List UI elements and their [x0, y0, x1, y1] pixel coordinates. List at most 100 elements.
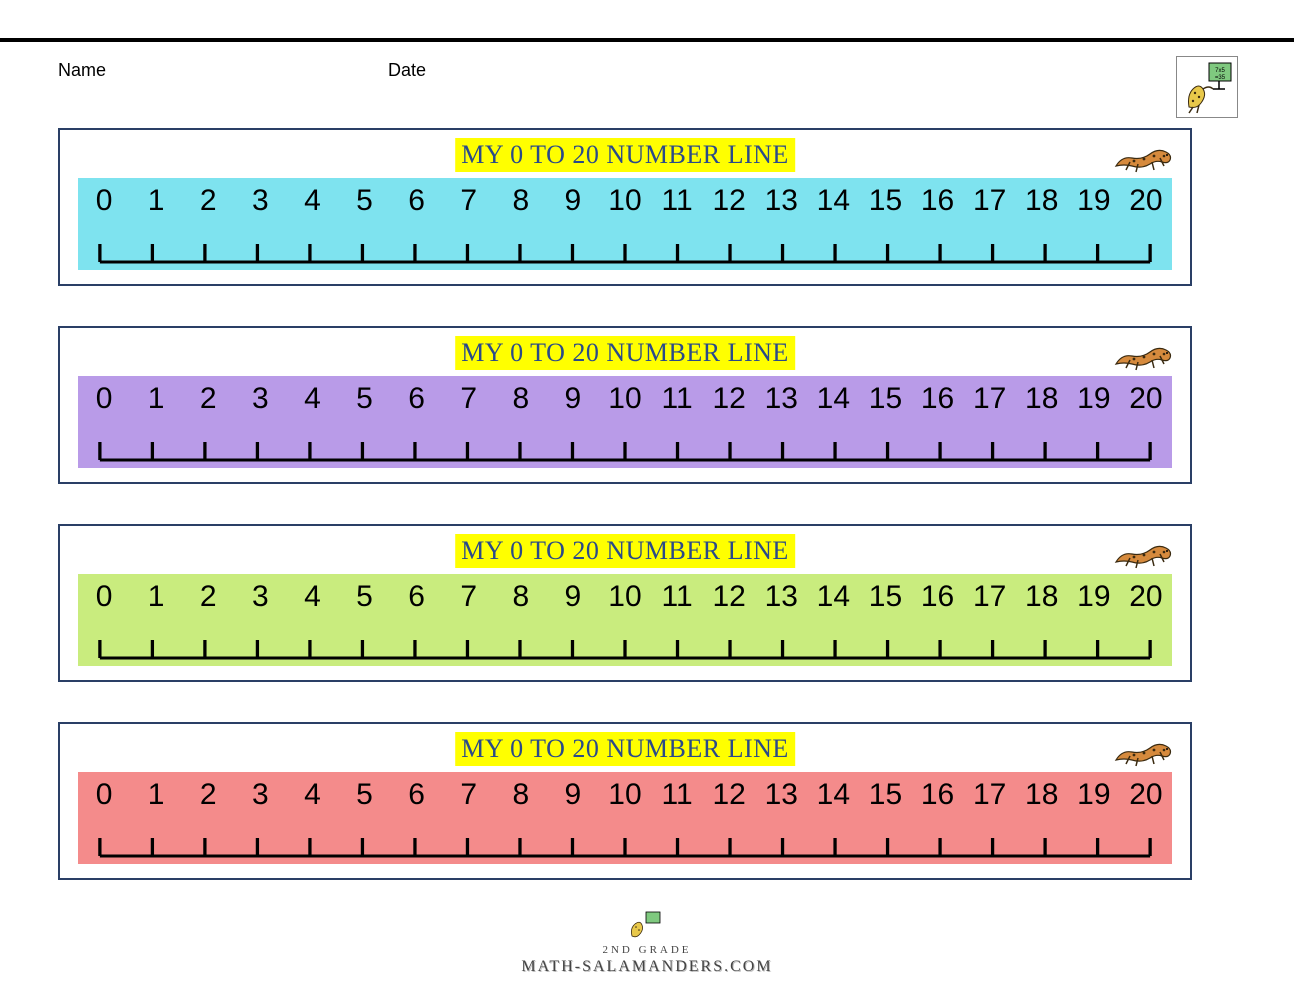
number-label: 15 [859, 376, 911, 414]
panel-title: MY 0 TO 20 NUMBER LINE [455, 138, 795, 172]
number-label: 7 [443, 178, 495, 216]
panel-title: MY 0 TO 20 NUMBER LINE [455, 732, 795, 766]
number-strip: 01234567891011121314151617181920 [78, 376, 1172, 468]
number-label: 18 [1016, 772, 1068, 810]
number-label: 8 [495, 178, 547, 216]
salamander-icon [1112, 532, 1176, 572]
number-label: 5 [338, 178, 390, 216]
number-line-panel: MY 0 TO 20 NUMBER LINE 01234567891011121… [58, 524, 1192, 682]
ruler [78, 818, 1172, 858]
number-label: 9 [547, 178, 599, 216]
number-label: 6 [391, 376, 443, 414]
number-label: 5 [338, 574, 390, 612]
number-label: 19 [1068, 772, 1120, 810]
number-label: 20 [1120, 772, 1172, 810]
number-strip: 01234567891011121314151617181920 [78, 178, 1172, 270]
number-label: 11 [651, 772, 703, 810]
number-label: 12 [703, 178, 755, 216]
number-label: 18 [1016, 178, 1068, 216]
salamander-icon [1112, 136, 1176, 176]
number-line-panel: MY 0 TO 20 NUMBER LINE 01234567891011121… [58, 128, 1192, 286]
number-label: 14 [807, 376, 859, 414]
number-label: 17 [964, 376, 1016, 414]
number-label: 14 [807, 772, 859, 810]
number-label: 1 [130, 574, 182, 612]
footer-line2: MATH-SALAMANDERS.COM [521, 958, 772, 975]
number-label: 11 [651, 178, 703, 216]
number-label: 15 [859, 178, 911, 216]
number-strip: 01234567891011121314151617181920 [78, 772, 1172, 864]
number-label: 0 [78, 178, 130, 216]
number-label: 17 [964, 574, 1016, 612]
number-label: 11 [651, 376, 703, 414]
number-label: 6 [391, 574, 443, 612]
number-label: 9 [547, 574, 599, 612]
number-label: 5 [338, 772, 390, 810]
date-label: Date [388, 60, 426, 81]
number-label: 1 [130, 178, 182, 216]
number-label: 17 [964, 178, 1016, 216]
footer-line1: 2ND GRADE [0, 944, 1294, 956]
number-label: 10 [599, 178, 651, 216]
number-label: 18 [1016, 376, 1068, 414]
number-label: 7 [443, 772, 495, 810]
number-label: 10 [599, 772, 651, 810]
number-label: 19 [1068, 178, 1120, 216]
number-strip: 01234567891011121314151617181920 [78, 574, 1172, 666]
footer: 2ND GRADE MATH-SALAMANDERS.COM [0, 910, 1294, 976]
number-label: 12 [703, 574, 755, 612]
number-label: 20 [1120, 178, 1172, 216]
number-label: 19 [1068, 574, 1120, 612]
number-line-panel: MY 0 TO 20 NUMBER LINE 01234567891011121… [58, 722, 1192, 880]
number-label: 4 [286, 178, 338, 216]
salamander-icon [1112, 730, 1176, 770]
number-label: 16 [912, 376, 964, 414]
number-label: 10 [599, 376, 651, 414]
logo-box: 7x5 =35 [1176, 56, 1238, 118]
number-label: 2 [182, 772, 234, 810]
number-label: 14 [807, 574, 859, 612]
number-label: 20 [1120, 376, 1172, 414]
number-label: 14 [807, 178, 859, 216]
number-label: 0 [78, 376, 130, 414]
ruler [78, 422, 1172, 462]
panel-salamander-icon [1112, 334, 1176, 374]
number-label: 16 [912, 178, 964, 216]
number-label: 1 [130, 772, 182, 810]
ruler [78, 620, 1172, 660]
number-label: 3 [234, 376, 286, 414]
number-label: 4 [286, 574, 338, 612]
name-label: Name [58, 60, 388, 81]
number-label: 13 [755, 772, 807, 810]
number-label: 11 [651, 574, 703, 612]
svg-text:=35: =35 [1215, 75, 1226, 81]
number-label: 13 [755, 178, 807, 216]
number-label: 2 [182, 574, 234, 612]
panel-salamander-icon [1112, 730, 1176, 770]
number-label: 16 [912, 574, 964, 612]
number-label: 17 [964, 772, 1016, 810]
ruler [78, 224, 1172, 264]
number-label: 8 [495, 574, 547, 612]
number-line-panel: MY 0 TO 20 NUMBER LINE 01234567891011121… [58, 326, 1192, 484]
number-label: 12 [703, 772, 755, 810]
panel-title: MY 0 TO 20 NUMBER LINE [455, 336, 795, 370]
number-label: 9 [547, 772, 599, 810]
salamander-icon [1112, 334, 1176, 374]
panel-title: MY 0 TO 20 NUMBER LINE [455, 534, 795, 568]
number-label: 4 [286, 376, 338, 414]
number-label: 3 [234, 574, 286, 612]
number-label: 15 [859, 574, 911, 612]
number-label: 13 [755, 574, 807, 612]
number-label: 5 [338, 376, 390, 414]
number-label: 16 [912, 772, 964, 810]
number-label: 6 [391, 772, 443, 810]
number-label: 9 [547, 376, 599, 414]
number-label: 4 [286, 772, 338, 810]
panel-salamander-icon [1112, 136, 1176, 176]
top-rule [0, 38, 1294, 42]
number-label: 8 [495, 376, 547, 414]
salamander-logo-icon: 7x5 =35 [1179, 59, 1235, 115]
number-label: 18 [1016, 574, 1068, 612]
number-label: 6 [391, 178, 443, 216]
